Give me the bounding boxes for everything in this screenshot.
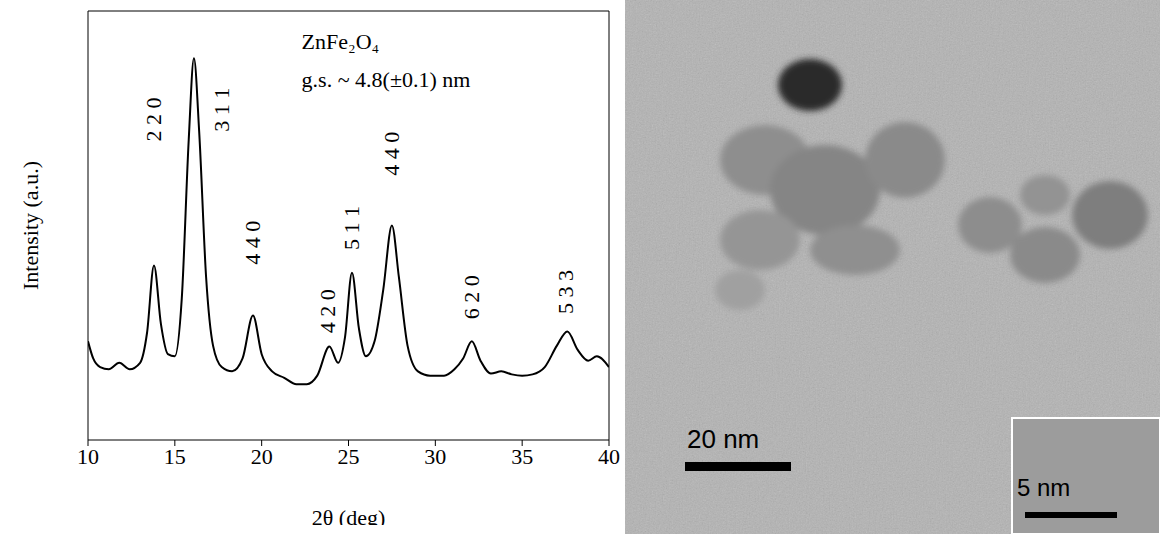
svg-text:2θ (deg): 2θ (deg) xyxy=(312,505,385,525)
svg-text:3 1 1: 3 1 1 xyxy=(209,88,234,132)
svg-text:40: 40 xyxy=(598,444,620,469)
svg-text:g.s. ~ 4.8(±0.1) nm: g.s. ~ 4.8(±0.1) nm xyxy=(302,67,471,92)
svg-text:20: 20 xyxy=(251,444,273,469)
svg-text:5 nm: 5 nm xyxy=(1017,474,1070,501)
svg-text:2 2 0: 2 2 0 xyxy=(141,98,166,142)
svg-text:25: 25 xyxy=(338,444,360,469)
svg-text:4 2 0: 4 2 0 xyxy=(315,289,340,333)
svg-text:10: 10 xyxy=(77,444,99,469)
svg-text:15: 15 xyxy=(164,444,186,469)
svg-text:30: 30 xyxy=(424,444,446,469)
svg-text:35: 35 xyxy=(511,444,533,469)
svg-text:ZnFe₂O₄: ZnFe₂O₄ xyxy=(302,29,380,54)
svg-text:5 3 3: 5 3 3 xyxy=(553,270,578,314)
svg-text:6 2 0: 6 2 0 xyxy=(459,275,484,319)
svg-text:20 nm: 20 nm xyxy=(687,424,759,454)
svg-text:Intensity (a.u.): Intensity (a.u.) xyxy=(18,161,43,290)
svg-text:5 1 1: 5 1 1 xyxy=(339,206,364,250)
svg-text:4 4 0: 4 4 0 xyxy=(379,132,404,176)
svg-text:4 4 0: 4 4 0 xyxy=(240,221,265,265)
